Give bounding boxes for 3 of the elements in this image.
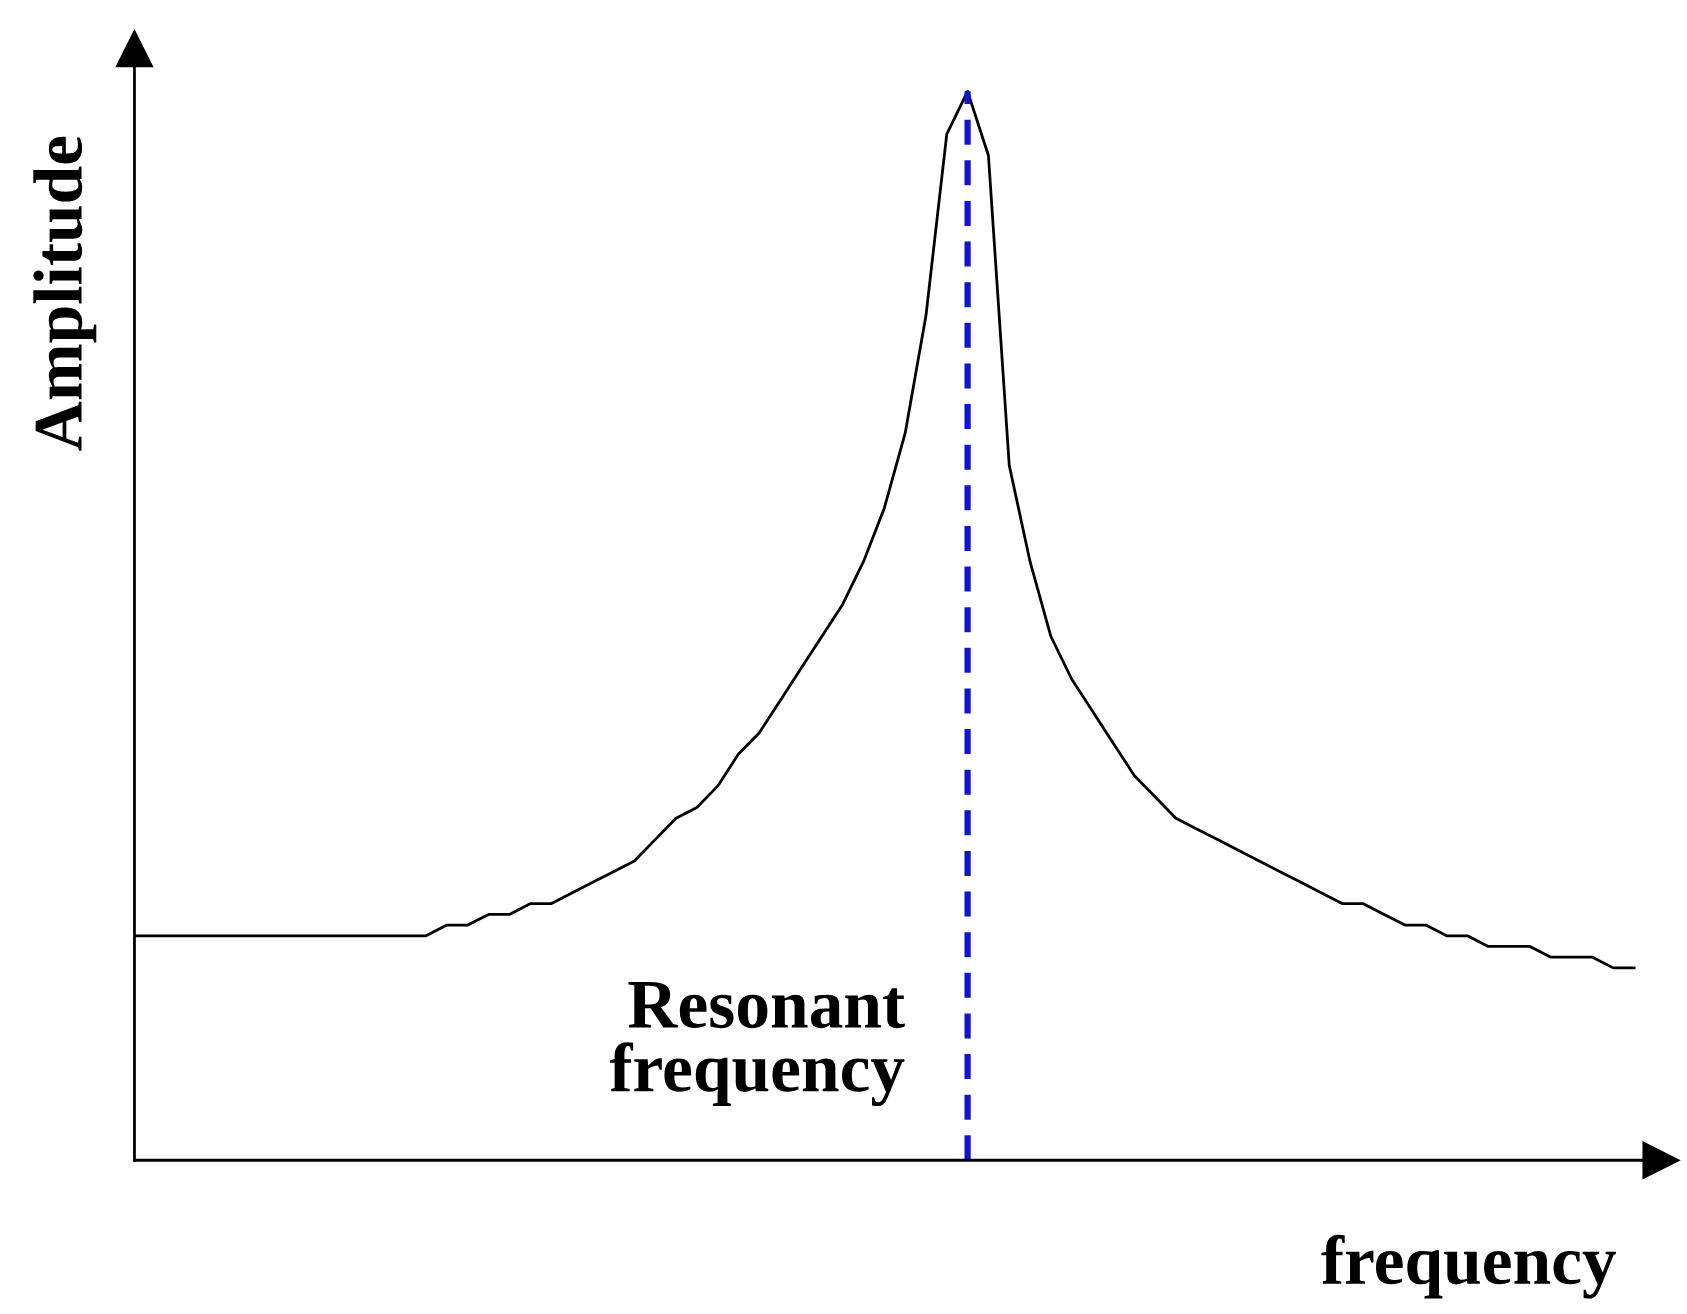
annotation: Resonant frequency <box>609 981 905 1107</box>
x-axis-title: frequency <box>1321 1234 1617 1299</box>
y-axis-title: Amplitude <box>33 136 97 451</box>
